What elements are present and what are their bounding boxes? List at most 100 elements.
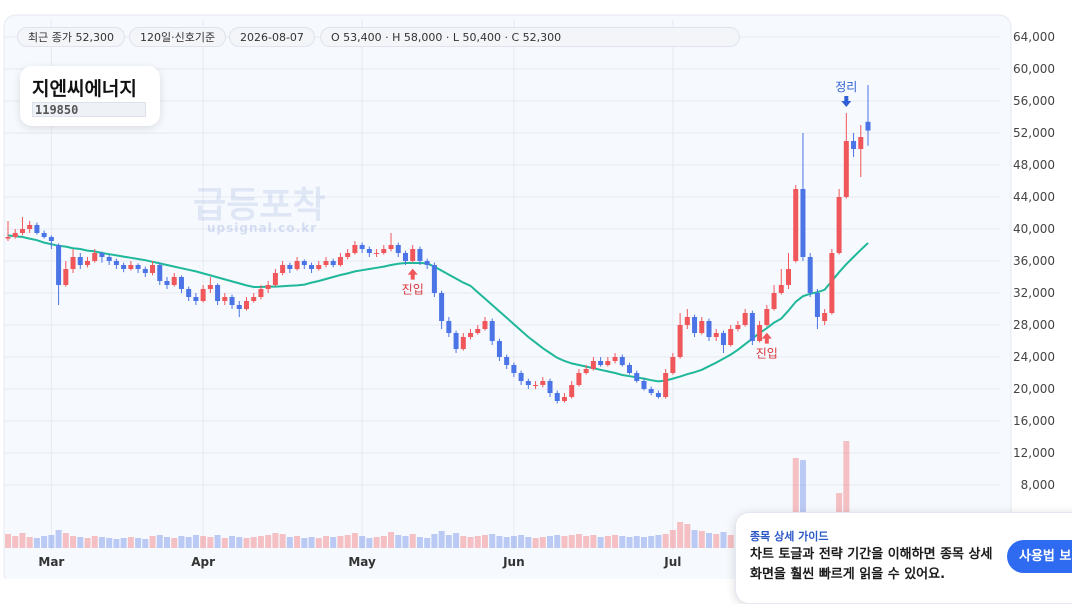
volume-bar	[48, 535, 55, 548]
candle-body	[337, 257, 343, 265]
volume-bar	[590, 535, 597, 548]
y-tick-label: 44,000	[1013, 190, 1055, 204]
volume-bar	[163, 537, 170, 548]
candle-body	[186, 289, 192, 297]
volume-bar	[575, 534, 582, 548]
candle-body	[229, 297, 235, 305]
volume-bar	[279, 534, 286, 548]
volume-bar	[424, 538, 431, 548]
candle-body	[280, 265, 286, 273]
volume-bar	[460, 536, 467, 548]
candle-body	[446, 321, 452, 333]
volume-bar	[106, 538, 113, 548]
volume-bar	[626, 537, 633, 548]
volume-bar	[489, 534, 496, 548]
volume-bar	[496, 536, 503, 548]
pill: 120일·신호기준	[129, 27, 227, 47]
volume-bar	[33, 538, 40, 548]
candle-body	[663, 373, 669, 397]
candle-body	[641, 381, 647, 389]
volume-bar	[474, 536, 481, 548]
y-tick-label: 20,000	[1013, 382, 1055, 396]
candle-body	[272, 273, 278, 285]
candle-body	[489, 321, 495, 341]
watermark-url: upsignal.co.kr	[207, 221, 318, 235]
candle-body	[547, 381, 553, 393]
y-tick-label: 60,000	[1013, 62, 1055, 76]
candle-body	[605, 361, 611, 365]
volume-bar	[257, 536, 264, 548]
y-tick-label: 8,000	[1021, 478, 1055, 492]
y-tick-label: 28,000	[1013, 318, 1055, 332]
candle-body	[417, 249, 423, 261]
volume-bar	[294, 536, 301, 548]
volume-bar	[5, 534, 11, 548]
candle-body	[395, 245, 401, 253]
candle-body	[128, 265, 134, 269]
volume-bar	[583, 536, 590, 548]
candle-body	[634, 373, 640, 381]
candle-body	[598, 361, 604, 365]
volume-bar	[272, 533, 279, 548]
volume-bar	[351, 533, 358, 548]
volume-bar	[149, 536, 156, 548]
candle-body	[518, 373, 524, 381]
y-tick-label: 40,000	[1013, 222, 1055, 236]
y-tick-label: 48,000	[1013, 158, 1055, 172]
guide-button[interactable]: 사용법 보기	[1007, 540, 1072, 573]
y-tick-label: 32,000	[1013, 286, 1055, 300]
volume-bar	[98, 537, 105, 548]
volume-bar	[539, 537, 546, 548]
volume-bar	[510, 536, 517, 548]
volume-bar	[366, 538, 373, 548]
candle-body	[287, 265, 293, 269]
volume-bar	[481, 535, 488, 548]
volume-bar	[518, 535, 525, 548]
candle-body	[778, 285, 784, 293]
volume-bar	[706, 533, 713, 548]
candle-body	[533, 385, 539, 386]
candle-body	[836, 197, 842, 253]
volume-bar	[402, 536, 409, 548]
candle-body	[309, 265, 315, 269]
y-tick-label: 52,000	[1013, 126, 1055, 140]
candle-body	[655, 393, 661, 397]
volume-bar	[467, 537, 474, 548]
volume-bar	[12, 536, 19, 548]
candle-body	[121, 265, 127, 269]
volume-bar	[727, 535, 734, 548]
volume-bar	[684, 524, 691, 548]
candle-body	[829, 253, 835, 313]
volume-bar	[655, 535, 662, 548]
candle-body	[200, 289, 206, 301]
volume-bar	[669, 530, 676, 548]
candle-body	[576, 373, 582, 385]
y-tick-label: 56,000	[1013, 94, 1055, 108]
pill: 최근 종가 52,300	[17, 27, 125, 47]
candle-body	[525, 381, 531, 385]
volume-bar	[77, 537, 84, 548]
volume-bar	[91, 536, 98, 548]
volume-bar	[792, 458, 799, 548]
volume-bar	[221, 538, 228, 548]
x-tick-label: May	[348, 555, 376, 569]
candle-body	[800, 189, 806, 257]
candle-body	[178, 277, 184, 289]
candle-body	[865, 121, 871, 131]
candle-body	[84, 261, 90, 265]
candle-body	[706, 321, 712, 337]
volume-bar	[373, 537, 380, 548]
volume-bar	[229, 536, 236, 548]
page: {"header":{"pills":["최근 종가 52,300","120일…	[3, 14, 1072, 604]
candle-body	[496, 341, 502, 357]
candle-body	[366, 249, 372, 253]
y-tick-label: 64,000	[1013, 30, 1055, 44]
candle-body	[757, 325, 763, 341]
volume-bar	[395, 535, 402, 548]
candle-body	[222, 297, 228, 301]
candle-body	[77, 257, 83, 265]
entry-arrow	[407, 268, 418, 280]
candle-body	[294, 261, 300, 269]
guide-popup: 종목 상세 가이드 차트 토글과 전략 기간을 이해하면 종목 상세 화면을 훨…	[735, 512, 1072, 604]
candle-body	[619, 357, 625, 365]
